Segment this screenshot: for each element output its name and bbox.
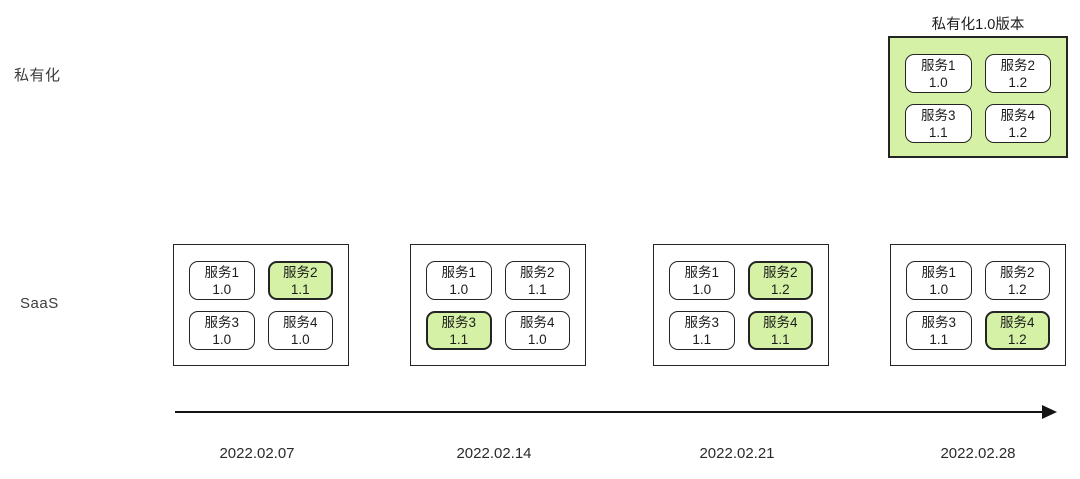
saas-snapshot-container: 服务1 1.0 服务2 1.1 服务3 1.1 服务4 1.0 bbox=[410, 244, 586, 366]
service-box: 服务1 1.0 bbox=[905, 54, 972, 93]
service-name: 服务1 bbox=[921, 264, 956, 280]
service-version: 1.1 bbox=[527, 281, 547, 297]
timeline-date: 2022.02.07 bbox=[219, 445, 295, 462]
service-name: 服务2 bbox=[762, 264, 798, 280]
service-name: 服务4 bbox=[1000, 107, 1035, 123]
private-release-container: 服务1 1.0 服务2 1.2 服务3 1.1 服务4 1.2 bbox=[888, 36, 1068, 158]
private-release-title: 私有化1.0版本 bbox=[931, 17, 1025, 33]
saas-snapshot-container: 服务1 1.0 服务2 1.1 服务3 1.0 服务4 1.0 bbox=[173, 244, 349, 366]
service-box: 服务1 1.0 bbox=[189, 261, 255, 300]
service-name: 服务3 bbox=[684, 314, 719, 330]
service-name: 服务1 bbox=[204, 264, 239, 280]
service-name: 服务2 bbox=[1000, 57, 1035, 73]
service-box: 服务1 1.0 bbox=[669, 261, 735, 300]
service-name: 服务3 bbox=[441, 314, 476, 330]
service-name: 服务3 bbox=[204, 314, 239, 330]
service-box: 服务3 1.1 bbox=[905, 104, 972, 143]
service-box: 服务2 1.2 bbox=[984, 54, 1051, 93]
service-name: 服务3 bbox=[920, 107, 956, 123]
service-name: 服务2 bbox=[999, 264, 1035, 280]
service-box: 服务4 1.0 bbox=[267, 311, 333, 350]
service-version: 1.0 bbox=[527, 331, 547, 347]
service-version: 1.1 bbox=[692, 331, 712, 347]
service-version: 1.0 bbox=[928, 74, 948, 90]
service-version: 1.1 bbox=[928, 124, 948, 140]
service-version: 1.0 bbox=[449, 281, 469, 297]
service-name: 服务2 bbox=[519, 264, 555, 280]
service-box: 服务4 1.0 bbox=[504, 311, 570, 350]
service-name: 服务4 bbox=[762, 314, 798, 330]
service-version: 1.0 bbox=[212, 331, 232, 347]
service-version: 1.1 bbox=[770, 331, 790, 347]
timeline-arrow-line bbox=[175, 411, 1043, 413]
service-box: 服务3 1.0 bbox=[189, 311, 255, 350]
service-version: 1.0 bbox=[212, 281, 232, 297]
service-box: 服务4 1.2 bbox=[984, 311, 1050, 350]
service-name: 服务4 bbox=[519, 314, 555, 330]
timeline-date: 2022.02.14 bbox=[456, 445, 532, 462]
service-version: 1.2 bbox=[770, 281, 790, 297]
service-box: 服务3 1.1 bbox=[906, 311, 972, 350]
service-box: 服务1 1.0 bbox=[426, 261, 492, 300]
service-name: 服务4 bbox=[999, 314, 1035, 330]
service-name: 服务1 bbox=[441, 264, 476, 280]
service-name: 服务3 bbox=[921, 314, 956, 330]
service-box: 服务1 1.0 bbox=[906, 261, 972, 300]
saas-snapshot-container: 服务1 1.0 服务2 1.2 服务3 1.1 服务4 1.1 bbox=[653, 244, 829, 366]
service-box: 服务4 1.2 bbox=[984, 104, 1051, 143]
timeline-arrowhead-icon bbox=[1042, 405, 1057, 419]
saas-snapshot-container: 服务1 1.0 服务2 1.2 服务3 1.1 服务4 1.2 bbox=[890, 244, 1066, 366]
service-box: 服务2 1.2 bbox=[984, 261, 1050, 300]
service-name: 服务4 bbox=[282, 314, 318, 330]
timeline-date: 2022.02.28 bbox=[940, 445, 1016, 462]
service-version: 1.0 bbox=[290, 331, 310, 347]
service-version: 1.2 bbox=[1007, 331, 1027, 347]
row-label-saas: SaaS bbox=[20, 295, 59, 312]
service-box: 服务4 1.1 bbox=[747, 311, 813, 350]
service-version: 1.0 bbox=[692, 281, 712, 297]
service-box: 服务3 1.1 bbox=[669, 311, 735, 350]
service-name: 服务1 bbox=[920, 57, 956, 73]
service-box: 服务2 1.1 bbox=[267, 261, 333, 300]
service-version: 1.1 bbox=[449, 331, 469, 347]
service-version: 1.2 bbox=[1008, 74, 1028, 90]
service-box: 服务2 1.1 bbox=[504, 261, 570, 300]
service-version: 1.1 bbox=[929, 331, 949, 347]
row-label-private: 私有化 bbox=[14, 67, 61, 84]
service-version: 1.1 bbox=[290, 281, 310, 297]
service-version: 1.2 bbox=[1007, 281, 1027, 297]
service-version: 1.2 bbox=[1008, 124, 1028, 140]
service-name: 服务2 bbox=[282, 264, 318, 280]
service-name: 服务1 bbox=[684, 264, 719, 280]
timeline-date: 2022.02.21 bbox=[699, 445, 775, 462]
service-box: 服务3 1.1 bbox=[426, 311, 492, 350]
service-version: 1.0 bbox=[929, 281, 949, 297]
service-box: 服务2 1.2 bbox=[747, 261, 813, 300]
